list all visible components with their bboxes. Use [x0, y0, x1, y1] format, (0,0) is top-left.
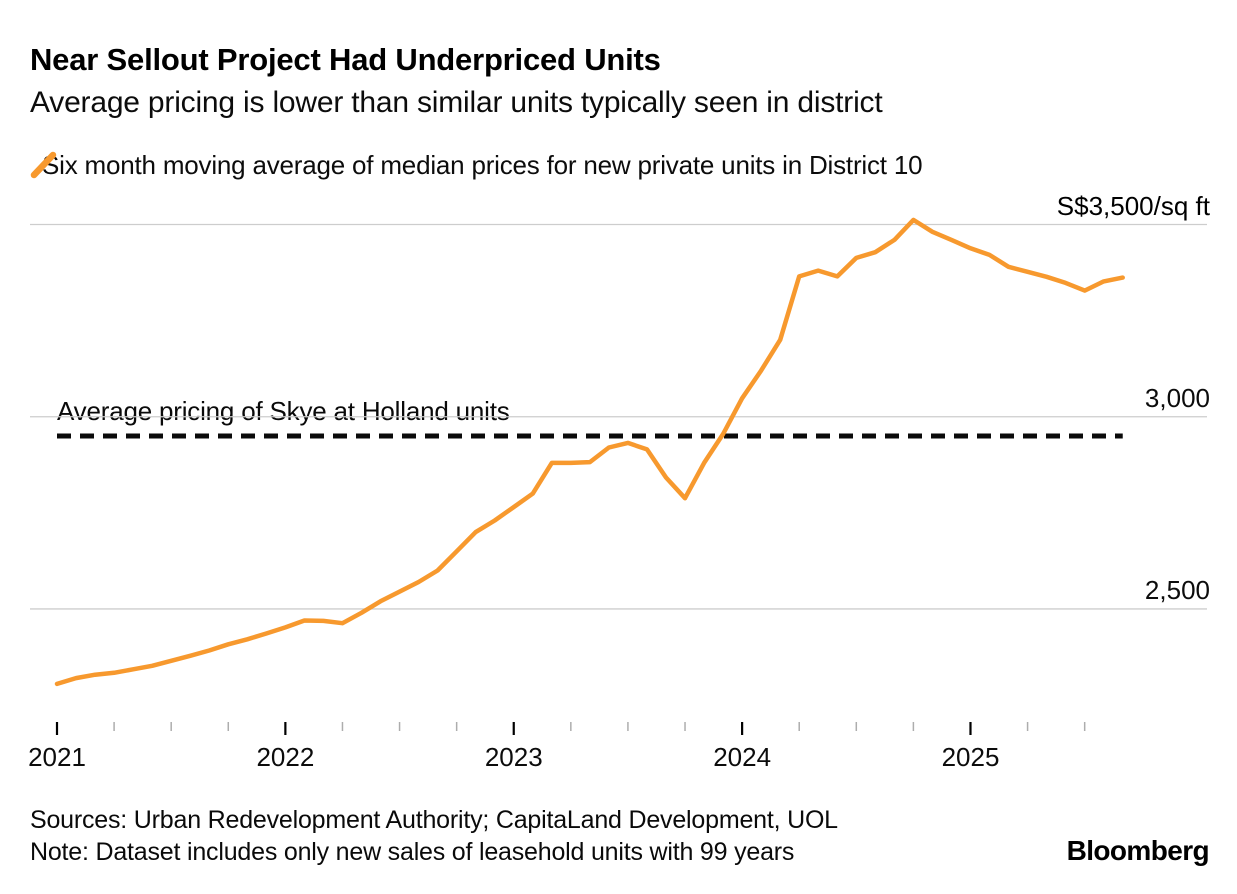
note-text: Note: Dataset includes only new sales of…	[30, 838, 795, 866]
bloomberg-logo: Bloomberg	[1066, 835, 1210, 866]
x-axis-ticks	[55, 722, 1086, 735]
y-tick-label-2500: 2,500	[1144, 574, 1210, 605]
sources-text: Sources: Urban Redevelopment Authority; …	[30, 806, 838, 834]
chart-subtitle: Average pricing is lower than similar un…	[30, 86, 883, 119]
x-tick-label-2025: 2025	[941, 742, 1000, 772]
legend-label: Six month moving average of median price…	[42, 150, 923, 180]
x-tick-label-2024: 2024	[713, 742, 772, 772]
y-tick-label-3000: 3,000	[1144, 382, 1210, 413]
legend: Six month moving average of median price…	[30, 150, 923, 181]
x-tick-label-2022: 2022	[256, 742, 315, 772]
gridlines	[30, 223, 1207, 610]
reference-line-label: Average pricing of Skye at Holland units	[57, 395, 510, 426]
price-series-line	[54, 217, 1125, 687]
x-tick-label-2023: 2023	[484, 742, 543, 772]
chart-title: Near Sellout Project Had Underpriced Uni…	[30, 42, 661, 77]
x-tick-label-2021: 2021	[28, 742, 86, 772]
y-axis-unit-label: S$3,500/sq ft	[1056, 190, 1210, 221]
legend-line-icon-svg	[30, 151, 57, 179]
